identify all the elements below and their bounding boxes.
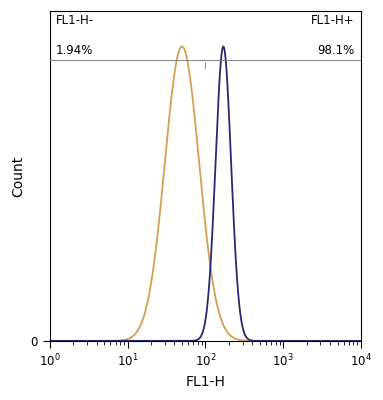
Text: 98.1%: 98.1%: [318, 44, 355, 57]
X-axis label: FL1-H: FL1-H: [185, 375, 225, 389]
Text: FL1-H-: FL1-H-: [56, 14, 94, 28]
Text: 1.94%: 1.94%: [56, 44, 93, 57]
Text: FL1-H+: FL1-H+: [311, 14, 355, 28]
Y-axis label: Count: Count: [11, 155, 25, 197]
